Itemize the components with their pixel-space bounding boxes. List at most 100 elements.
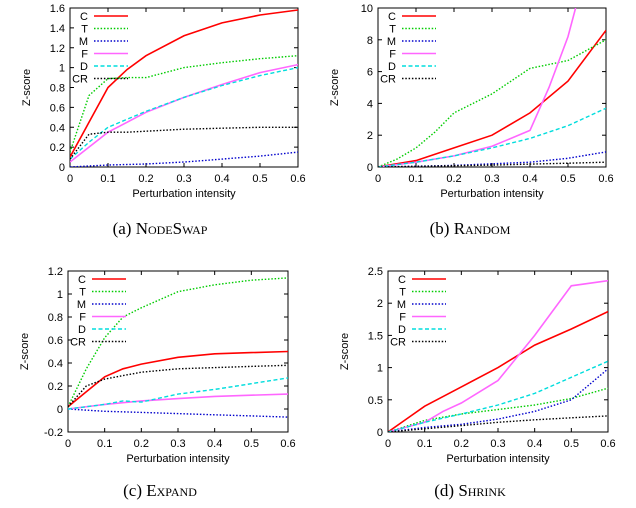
x-tick-label: 0.6 bbox=[600, 438, 615, 450]
x-tick-label: 0.3 bbox=[176, 173, 191, 185]
x-tick-label: 0.2 bbox=[454, 438, 469, 450]
y-axis-title: Z-score bbox=[339, 333, 351, 370]
y-tick-label: 8 bbox=[367, 35, 373, 47]
legend-label: CR bbox=[380, 74, 396, 86]
series-group bbox=[388, 279, 608, 432]
x-tick-label: 0.3 bbox=[484, 173, 499, 185]
series-line-d bbox=[70, 66, 298, 160]
legend-label: T bbox=[389, 24, 396, 36]
x-tick-label: 0 bbox=[65, 438, 71, 450]
series-line-c bbox=[70, 9, 298, 158]
x-tick-label: 0.4 bbox=[207, 438, 222, 450]
y-tick-label: 0 bbox=[367, 162, 373, 174]
legend-label: C bbox=[388, 11, 396, 23]
series-line-f bbox=[68, 393, 288, 410]
y-tick-label: 1.4 bbox=[50, 23, 65, 35]
series-line-m bbox=[68, 408, 288, 418]
y-tick-label: 6 bbox=[367, 67, 373, 79]
y-axis-title: Z-score bbox=[19, 333, 31, 370]
legend-label: M bbox=[387, 36, 396, 48]
y-tick-label: 1 bbox=[57, 289, 63, 301]
y-tick-label: 2.5 bbox=[368, 266, 383, 278]
legend-label: D bbox=[80, 61, 88, 73]
series-line-cr bbox=[388, 415, 608, 432]
caption-prefix: (b) bbox=[430, 219, 454, 238]
legend-label: F bbox=[399, 312, 406, 324]
x-tick-label: 0.5 bbox=[564, 438, 579, 450]
x-tick-label: 0.3 bbox=[490, 438, 505, 450]
y-tick-label: 0.2 bbox=[48, 381, 63, 393]
panel-caption: (b) Random bbox=[430, 219, 511, 238]
x-tick-label: 0.5 bbox=[560, 173, 575, 185]
series-line-t bbox=[70, 55, 298, 153]
legend-label: CR bbox=[70, 337, 86, 349]
caption-name: Random bbox=[454, 219, 511, 238]
y-tick-label: 0.8 bbox=[50, 83, 65, 95]
x-axis-title: Perturbation intensity bbox=[440, 188, 544, 200]
x-tick-label: 0.6 bbox=[280, 438, 295, 450]
y-tick-label: 0.6 bbox=[50, 102, 65, 114]
legend-label: CR bbox=[72, 74, 88, 86]
legend-label: M bbox=[397, 299, 406, 311]
y-tick-label: 1.6 bbox=[50, 3, 65, 15]
legend-label: C bbox=[78, 274, 86, 286]
series-line-d bbox=[378, 107, 606, 167]
y-tick-label: 0.8 bbox=[48, 312, 63, 324]
y-tick-label: 0.4 bbox=[50, 122, 65, 134]
legend-label: D bbox=[78, 324, 86, 336]
series-line-f bbox=[70, 63, 298, 163]
plot-frame bbox=[67, 270, 289, 433]
x-tick-label: 0.5 bbox=[252, 173, 267, 185]
series-line-t bbox=[68, 277, 288, 408]
x-tick-label: 0 bbox=[385, 438, 391, 450]
x-tick-label: 0.2 bbox=[446, 173, 461, 185]
caption-prefix: (d) bbox=[434, 481, 458, 500]
x-tick-label: 0.3 bbox=[170, 438, 185, 450]
y-tick-label: 1.2 bbox=[48, 266, 63, 278]
x-tick-label: 0 bbox=[375, 173, 381, 185]
x-tick-label: 0.4 bbox=[214, 173, 229, 185]
y-tick-label: 0.4 bbox=[48, 358, 63, 370]
series-line-c bbox=[388, 310, 608, 432]
legend-label: D bbox=[398, 324, 406, 336]
x-tick-label: 0.6 bbox=[598, 173, 613, 185]
y-tick-label: 1 bbox=[377, 363, 383, 375]
legend-label: M bbox=[77, 299, 86, 311]
y-tick-label: 1 bbox=[59, 63, 65, 75]
caption-prefix: (c) bbox=[123, 481, 146, 500]
x-tick-label: 0.1 bbox=[100, 173, 115, 185]
series-line-d bbox=[388, 360, 608, 432]
legend-label: F bbox=[81, 49, 88, 61]
x-tick-label: 0.4 bbox=[527, 438, 542, 450]
x-tick-label: 0.2 bbox=[138, 173, 153, 185]
series-line-t bbox=[388, 387, 608, 432]
chart-panel-2: 0 0.1 0.2 0.3 0.4 0.5 0.6 0 2 4 6 8 10 Perturbation i… bbox=[329, 3, 614, 238]
y-tick-label: 10 bbox=[361, 3, 373, 15]
legend-label: T bbox=[399, 287, 406, 299]
caption-name: Expand bbox=[146, 481, 197, 500]
series-line-f bbox=[388, 279, 608, 432]
x-tick-label: 0.1 bbox=[408, 173, 423, 185]
y-tick-label: 0 bbox=[377, 427, 383, 439]
legend-label: T bbox=[81, 24, 88, 36]
series-line-cr bbox=[70, 126, 298, 160]
chart-panel-3: 0 0.1 0.2 0.3 0.4 0.5 0.6-0.200.20.40.60.811.2… bbox=[19, 266, 296, 500]
series-line-cr bbox=[68, 364, 288, 408]
legend-label: F bbox=[389, 49, 396, 61]
x-tick-label: 0.4 bbox=[522, 173, 537, 185]
y-axis-title: Z-score bbox=[329, 69, 341, 106]
x-axis-title: Perturbation intensity bbox=[126, 453, 230, 465]
chart-panel-4: 0 0.1 0.2 0.3 0.4 0.5 0.6 0 0.5 1 1.5 2 2.5 Perturbat… bbox=[339, 266, 616, 500]
series-group bbox=[68, 277, 288, 418]
y-tick-label: 0 bbox=[57, 404, 63, 416]
panel-caption: (d) Shrink bbox=[434, 481, 506, 500]
x-tick-label: 0.5 bbox=[244, 438, 259, 450]
caption-prefix: (a) bbox=[113, 219, 136, 238]
y-tick-label: -0.2 bbox=[44, 427, 63, 439]
panel-caption: (a) NodeSwap bbox=[113, 219, 208, 238]
series-group bbox=[70, 9, 298, 167]
y-tick-label: 4 bbox=[367, 98, 373, 110]
